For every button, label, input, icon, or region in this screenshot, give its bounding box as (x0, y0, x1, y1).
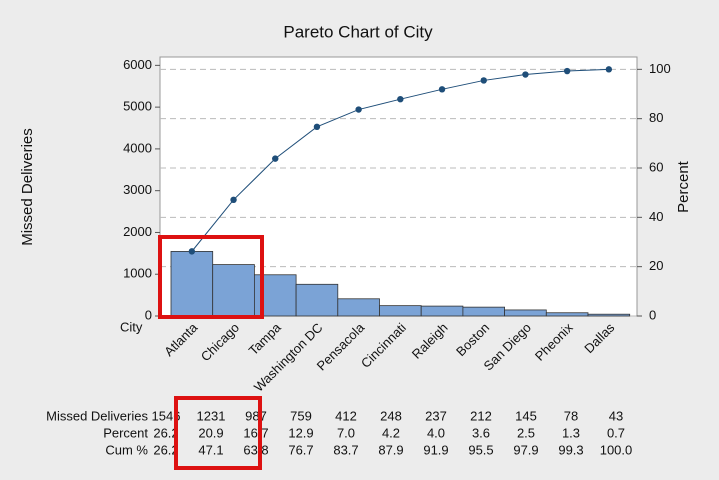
table-cell: 47.1 (198, 442, 223, 457)
table-cell: 4.0 (427, 425, 445, 440)
y-tick-label: 2000 (123, 224, 152, 239)
y-tick-label: 4000 (123, 140, 152, 155)
table-cell: 16.7 (243, 425, 268, 440)
table-cell: 83.7 (333, 442, 358, 457)
table-cell: 987 (245, 408, 267, 423)
y-tick-label: 3000 (123, 182, 152, 197)
y-axis-label: Missed Deliveries (19, 128, 36, 246)
table-cell: 87.9 (378, 442, 403, 457)
table-cell: 412 (335, 408, 357, 423)
table-cell: 237 (425, 408, 447, 423)
table-cell: 26.2 (153, 442, 178, 457)
table-cell: 248 (380, 408, 402, 423)
cumulative-point (438, 86, 446, 93)
y2-tick-label: 100 (649, 61, 671, 76)
table-row-label: Cum % (105, 442, 148, 457)
cumulative-point (480, 77, 487, 84)
table-cell: 3.6 (472, 425, 490, 440)
table-cell: 26.2 (153, 425, 178, 440)
bar (504, 309, 547, 317)
bar (379, 305, 422, 317)
bar (170, 251, 214, 317)
table-cell: 212 (470, 408, 492, 423)
table-row-label: Percent (103, 425, 148, 440)
table-cell: 12.9 (288, 425, 313, 440)
table-cell: 1231 (197, 408, 226, 423)
y2-tick-label: 80 (649, 110, 663, 125)
table-cell: 97.9 (513, 442, 538, 457)
table-cell: 78 (564, 408, 578, 423)
table-cell: 43 (609, 408, 623, 423)
table-cell: 2.5 (517, 425, 535, 440)
table-cell: 91.9 (423, 442, 448, 457)
bar (212, 264, 255, 317)
cumulative-point (605, 66, 613, 73)
y-tick-label: 1000 (123, 266, 152, 281)
bar (295, 283, 339, 317)
cumulative-point (397, 95, 404, 103)
table-cell: 95.5 (468, 442, 493, 457)
chart-title: Pareto Chart of City (283, 22, 433, 41)
y-tick-label: 6000 (123, 57, 152, 72)
table-cell: 20.9 (198, 425, 223, 440)
highlight-box (158, 235, 264, 319)
table-cell: 759 (290, 408, 312, 423)
table-cell: 1546 (152, 408, 181, 423)
y2-tick-label: 20 (649, 258, 663, 273)
table-cell: 1.3 (562, 425, 580, 440)
highlight-box (174, 396, 262, 470)
table-cell: 100.0 (600, 442, 633, 457)
cumulative-point (230, 196, 237, 204)
table-cell: 76.7 (288, 442, 313, 457)
cumulative-point (522, 71, 529, 78)
table-cell: 63.8 (243, 442, 268, 457)
table-cell: 0.7 (607, 425, 625, 440)
table-cell: 7.0 (337, 425, 355, 440)
y-tick-label: 0 (145, 307, 152, 322)
table-cell: 99.3 (558, 442, 583, 457)
bar (420, 305, 464, 317)
y2-tick-label: 0 (649, 307, 656, 322)
cumulative-point (188, 248, 196, 255)
bar (587, 313, 631, 317)
bar (462, 306, 505, 317)
y2-tick-label: 60 (649, 159, 663, 174)
y2-axis-label: Percent (675, 160, 692, 213)
table-cell: 4.2 (382, 425, 400, 440)
table-row-label: Missed Deliveries (46, 408, 148, 423)
cumulative-point (313, 123, 321, 131)
y2-tick-label: 40 (649, 209, 663, 224)
bar (337, 298, 380, 317)
cumulative-point (272, 155, 279, 162)
table-cell: 145 (515, 408, 537, 423)
x-axis-label: City (120, 319, 143, 334)
cumulative-point (355, 106, 362, 113)
cumulative-point (563, 67, 571, 75)
y-tick-label: 5000 (123, 99, 152, 114)
bar (545, 312, 589, 317)
